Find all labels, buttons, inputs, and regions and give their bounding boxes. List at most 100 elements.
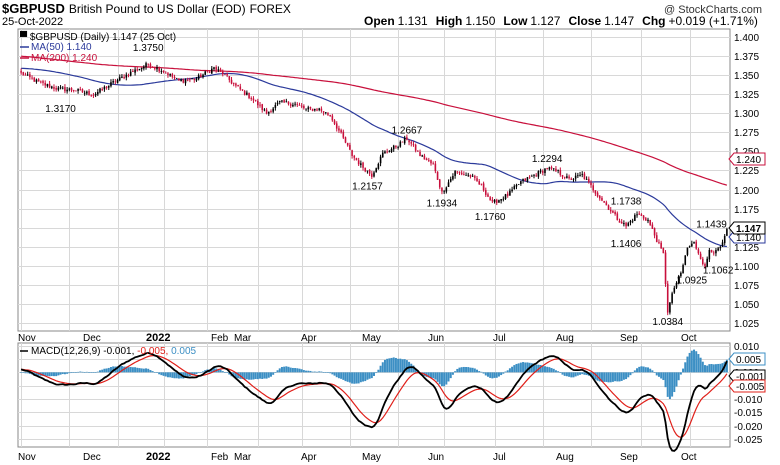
macd-histogram-bar: [429, 372, 432, 379]
candle-body: [287, 101, 290, 105]
candle-body: [559, 170, 562, 175]
candle-body: [513, 186, 516, 190]
candle-body: [24, 74, 27, 76]
macd-histogram-bar: [706, 365, 709, 373]
macd-histogram-bar: [74, 372, 77, 373]
macd-histogram-bar: [662, 372, 665, 381]
macd-histogram-bar: [388, 358, 391, 373]
candle-body: [346, 142, 349, 146]
candle-body: [40, 81, 42, 83]
macd-histogram-bar: [335, 372, 338, 378]
macd-histogram-bar: [570, 372, 573, 378]
macd-histogram-bar: [598, 372, 601, 382]
macd-histogram-bar: [557, 371, 560, 373]
candle-body: [598, 195, 601, 199]
macd-histogram-bar: [583, 372, 586, 375]
macd-histogram-bar: [145, 368, 148, 373]
candle-body: [246, 92, 248, 95]
macd-histogram-bar: [377, 369, 380, 373]
price-annotation: 1.0384: [652, 317, 683, 328]
candle-body: [158, 67, 160, 72]
macd-histogram-bar: [438, 372, 441, 385]
price-annotation: 1.3170: [45, 104, 76, 115]
candle-body: [517, 184, 520, 186]
month-label: May: [362, 333, 381, 344]
candle-body: [112, 81, 114, 83]
candle-body: [607, 205, 610, 210]
macd-histogram-bar: [340, 372, 343, 379]
candle-body: [267, 111, 270, 114]
macd-histogram-bar: [283, 366, 286, 373]
candle-body: [566, 176, 568, 178]
candle-body: [539, 170, 542, 172]
macd-histogram-bar: [160, 372, 163, 376]
macd-histogram-bar: [657, 372, 660, 377]
macd-histogram-bar: [414, 368, 417, 373]
candle-body: [658, 242, 660, 244]
candle-body: [520, 181, 522, 184]
macd-histogram-bar: [285, 366, 288, 373]
candle-body: [531, 175, 533, 177]
macd-histogram-bar: [142, 368, 145, 373]
macd-histogram-bar: [125, 366, 128, 373]
candle-body: [171, 74, 174, 77]
macd-histogram-bar: [511, 366, 514, 373]
candle-body: [75, 90, 77, 92]
last-value-tag: -0.005: [728, 379, 766, 393]
candle-body: [447, 182, 450, 187]
candle-body: [147, 63, 150, 65]
candle-body: [579, 174, 581, 176]
macd-histogram-bar: [633, 370, 636, 373]
macd-histogram-bar: [212, 368, 215, 373]
macd-histogram-bar: [465, 367, 468, 373]
candle-body: [300, 105, 303, 107]
candle-body: [708, 249, 711, 260]
candle-body: [675, 282, 678, 288]
candle-body: [342, 131, 345, 138]
price-annotation: 1.1760: [475, 212, 506, 223]
macd-histogram-bar: [401, 359, 404, 373]
macd-histogram-bar: [574, 372, 577, 377]
macd-histogram-bar: [265, 372, 268, 379]
macd-histogram-bar: [644, 367, 647, 373]
macd-histogram-bar: [693, 349, 696, 373]
candle-body: [662, 247, 665, 254]
candle-body: [515, 184, 518, 187]
candle-body: [636, 214, 638, 216]
price-axis: 1.0251.0501.0751.1001.1251.1501.1751.200…: [734, 33, 759, 330]
macd-histogram-bar: [660, 372, 663, 379]
macd-histogram-bar: [655, 372, 658, 376]
candle-body: [68, 88, 71, 90]
candle-body: [463, 174, 465, 176]
macd-histogram-bar: [625, 372, 628, 380]
macd-histogram-bar: [666, 372, 669, 397]
candle-body: [173, 76, 176, 78]
macd-histogram-bar: [664, 372, 667, 388]
macd-histogram-bar: [594, 372, 597, 380]
macd-histogram-bar: [149, 370, 152, 373]
macd-histogram-bar: [572, 372, 575, 378]
macd-histogram-bar: [565, 372, 568, 377]
macd-panel-frame: [17, 342, 731, 448]
candle-body: [384, 151, 386, 154]
candle-body: [118, 77, 121, 81]
macd-histogram-bar: [66, 372, 69, 374]
candle-body: [55, 88, 57, 90]
candle-body: [226, 74, 228, 76]
candle-body: [66, 89, 68, 92]
candle-body: [371, 173, 373, 177]
macd-histogram-bar: [653, 372, 656, 373]
macd-histogram-bar: [620, 372, 623, 381]
candle-body: [441, 187, 443, 192]
candle-body: [381, 152, 384, 158]
candle-body: [577, 175, 579, 177]
candle-body: [252, 98, 255, 101]
macd-histogram-bar: [136, 367, 139, 373]
macd-line: [20, 351, 728, 452]
candle-body: [458, 171, 461, 173]
candle-body: [425, 158, 428, 161]
candle-body: [432, 163, 434, 165]
candle-body: [42, 81, 44, 83]
candle-body: [160, 71, 163, 72]
